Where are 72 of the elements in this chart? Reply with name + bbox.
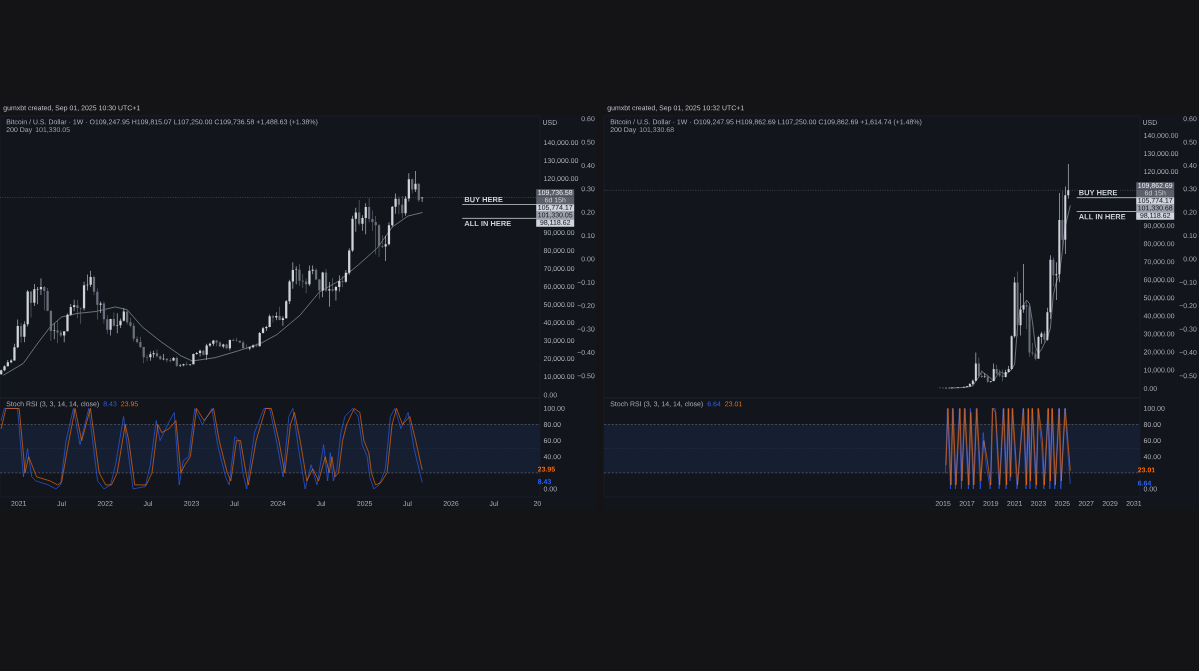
candlestick <box>149 351 152 361</box>
candlestick <box>321 271 324 298</box>
candlestick <box>1052 257 1055 287</box>
candlestick <box>159 355 162 360</box>
candlestick <box>162 353 165 361</box>
candlestick <box>1004 369 1007 378</box>
candlestick <box>225 343 228 350</box>
candlestick <box>43 286 46 311</box>
candlestick <box>275 312 278 321</box>
candlestick <box>235 337 238 342</box>
candlestick <box>1043 331 1046 344</box>
candlestick <box>56 320 59 344</box>
candlestick <box>3 365 6 372</box>
candlestick <box>381 235 384 249</box>
candlestick <box>33 283 36 306</box>
line-series <box>948 205 1071 389</box>
candlestick <box>205 343 208 360</box>
candlestick <box>968 383 971 387</box>
candlestick <box>384 235 387 261</box>
candlestick <box>278 306 281 321</box>
candlestick <box>404 196 407 216</box>
candlestick <box>79 307 82 324</box>
candlestick <box>215 340 218 347</box>
candlestick <box>36 286 39 305</box>
candlestick <box>1061 191 1064 251</box>
candlestick <box>351 215 354 252</box>
candlestick <box>202 349 205 356</box>
candlestick <box>986 374 989 383</box>
candlestick <box>109 318 112 336</box>
candlestick <box>1016 271 1019 337</box>
candlestick <box>53 323 56 340</box>
candlestick <box>218 341 222 347</box>
candlestick <box>1037 335 1040 359</box>
candlestick <box>331 277 334 293</box>
candlestick <box>152 350 155 358</box>
candlestick <box>401 195 404 219</box>
line-series <box>3 212 423 376</box>
candlestick <box>99 301 102 313</box>
candlestick <box>86 274 89 291</box>
candlestick <box>417 183 420 202</box>
candlestick <box>119 318 122 329</box>
candlestick <box>169 358 172 363</box>
candlestick <box>414 170 417 193</box>
candlestick <box>245 344 248 350</box>
candlestick <box>139 336 142 349</box>
candlestick <box>992 363 995 382</box>
candlestick <box>1001 369 1004 382</box>
candlestick <box>182 363 185 367</box>
candlestick <box>318 278 321 299</box>
candlestick <box>142 346 145 364</box>
candlestick <box>96 288 99 320</box>
candlestick <box>265 325 268 332</box>
candlestick <box>341 276 344 288</box>
candlestick <box>364 203 367 235</box>
candlestick <box>172 357 175 362</box>
candlestick <box>238 340 241 343</box>
candlestick <box>76 299 79 318</box>
candlestick <box>328 281 331 307</box>
candlestick <box>89 270 92 287</box>
candlestick <box>222 343 225 349</box>
candlestick <box>255 343 258 348</box>
candlestick <box>192 353 195 365</box>
candlestick <box>46 287 49 312</box>
candlestick <box>995 364 998 375</box>
candlestick <box>1028 302 1031 357</box>
candlestick <box>338 275 341 292</box>
candlestick <box>212 340 215 347</box>
candlestick <box>298 263 301 286</box>
candlestick <box>185 361 188 366</box>
candlestick <box>106 315 109 334</box>
candlestick <box>308 265 311 286</box>
candlestick <box>132 322 135 342</box>
